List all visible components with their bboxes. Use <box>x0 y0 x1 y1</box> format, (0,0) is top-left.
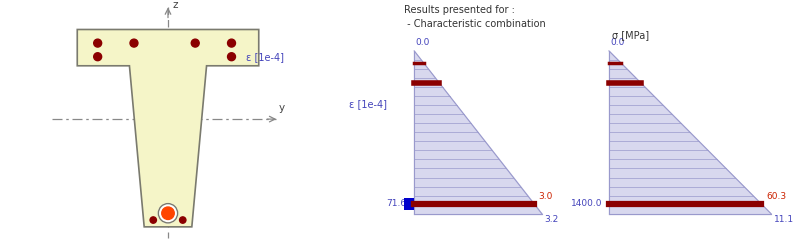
Circle shape <box>227 39 235 47</box>
Circle shape <box>94 53 102 61</box>
Circle shape <box>94 39 102 47</box>
Text: 71.6: 71.6 <box>386 199 406 208</box>
Text: σ [MPa]: σ [MPa] <box>612 31 650 40</box>
Circle shape <box>158 204 178 223</box>
Circle shape <box>191 39 199 47</box>
Text: 0.0: 0.0 <box>415 38 430 48</box>
Polygon shape <box>609 51 771 214</box>
Circle shape <box>227 53 235 61</box>
Polygon shape <box>78 29 258 227</box>
Circle shape <box>150 217 157 223</box>
Text: 3.2: 3.2 <box>544 215 558 224</box>
Text: 1400.0: 1400.0 <box>571 199 602 208</box>
Bar <box>348 198 414 209</box>
Circle shape <box>130 39 138 47</box>
Text: ε [1e-4]: ε [1e-4] <box>349 99 387 109</box>
Text: y: y <box>278 103 285 113</box>
Circle shape <box>179 217 186 223</box>
Text: Results presented for :
 - Characteristic combination: Results presented for : - Characteristic… <box>404 5 546 29</box>
Text: z: z <box>173 0 178 10</box>
Text: 0.0: 0.0 <box>610 38 625 48</box>
Text: 3.0: 3.0 <box>538 192 552 201</box>
Text: 11.1: 11.1 <box>774 215 794 224</box>
Polygon shape <box>414 51 542 214</box>
Text: ε [1e-4]: ε [1e-4] <box>246 52 284 62</box>
Circle shape <box>162 207 174 220</box>
Text: 60.3: 60.3 <box>766 192 786 201</box>
